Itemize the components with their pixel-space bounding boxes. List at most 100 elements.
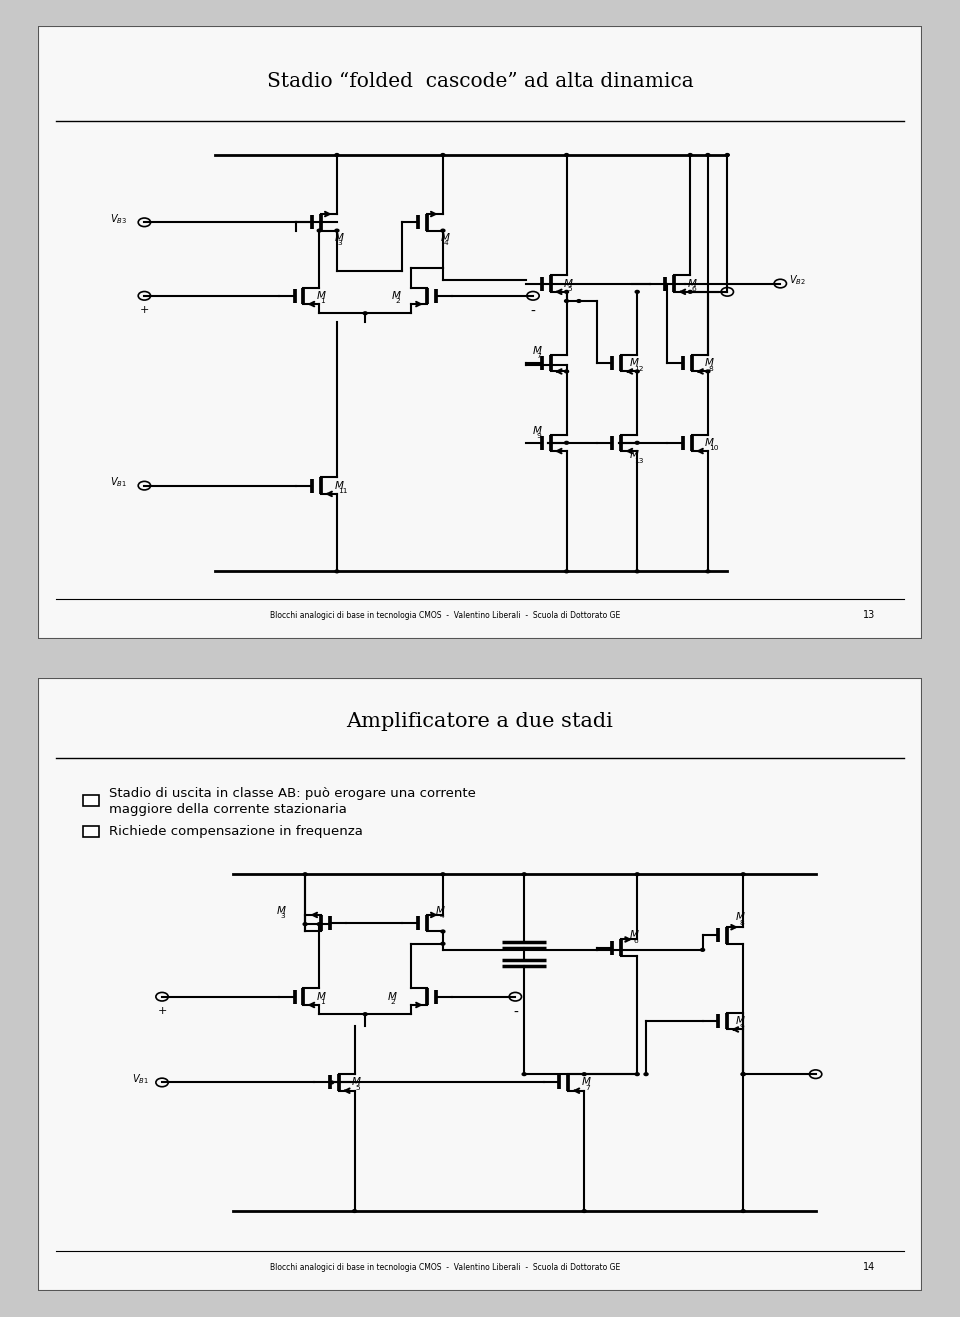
Text: M: M <box>533 346 542 356</box>
Text: $V_{B3}$: $V_{B3}$ <box>109 212 127 227</box>
Circle shape <box>701 948 705 951</box>
Text: 13: 13 <box>634 457 643 464</box>
Text: 13: 13 <box>862 611 875 620</box>
Circle shape <box>335 229 339 232</box>
Text: 10: 10 <box>708 445 718 452</box>
Text: Stadio “folded  cascode” ad alta dinamica: Stadio “folded cascode” ad alta dinamica <box>267 72 693 91</box>
Text: M: M <box>706 358 714 369</box>
Circle shape <box>564 154 568 157</box>
Circle shape <box>303 923 307 926</box>
Circle shape <box>564 291 568 294</box>
Circle shape <box>577 300 581 303</box>
Text: M: M <box>630 931 639 940</box>
Text: Stadio di uscita in classe AB: può erogare una corrente: Stadio di uscita in classe AB: può eroga… <box>109 786 476 799</box>
Text: M: M <box>736 913 745 922</box>
Text: 7: 7 <box>586 1085 590 1090</box>
Circle shape <box>636 873 639 876</box>
Text: Blocchi analogici di base in tecnologia CMOS  -  Valentino Liberali  -  Scuola d: Blocchi analogici di base in tecnologia … <box>270 1263 620 1272</box>
Circle shape <box>352 1210 356 1213</box>
Text: M: M <box>436 906 444 915</box>
Text: 3: 3 <box>338 240 343 246</box>
Text: 3: 3 <box>280 914 285 919</box>
Circle shape <box>636 570 639 573</box>
Text: M: M <box>564 279 573 288</box>
Text: 4: 4 <box>440 914 444 919</box>
Circle shape <box>726 154 730 157</box>
Circle shape <box>644 1073 648 1076</box>
Text: M: M <box>687 279 697 288</box>
Text: $V_{B2}$: $V_{B2}$ <box>789 274 806 287</box>
Text: M: M <box>630 450 639 460</box>
Text: +: + <box>157 1006 167 1015</box>
Circle shape <box>522 873 526 876</box>
Circle shape <box>441 154 444 157</box>
Text: Richiede compensazione in frequenza: Richiede compensazione in frequenza <box>109 824 363 838</box>
Circle shape <box>706 154 709 157</box>
Text: 14: 14 <box>862 1263 875 1272</box>
Circle shape <box>706 570 709 573</box>
Circle shape <box>303 873 307 876</box>
Text: 8: 8 <box>708 366 713 371</box>
Text: $V_{B1}$: $V_{B1}$ <box>132 1072 149 1087</box>
Circle shape <box>441 873 444 876</box>
Text: 12: 12 <box>634 366 643 371</box>
Text: M: M <box>392 291 400 300</box>
Circle shape <box>363 1013 367 1015</box>
Text: M: M <box>387 992 396 1002</box>
Text: Amplificatore a due stadi: Amplificatore a due stadi <box>347 711 613 731</box>
Circle shape <box>636 1073 639 1076</box>
Circle shape <box>564 370 568 373</box>
Text: 1: 1 <box>321 299 325 304</box>
Text: 6: 6 <box>634 938 638 944</box>
Circle shape <box>741 1210 745 1213</box>
Text: 9: 9 <box>740 1023 745 1030</box>
Circle shape <box>335 154 339 157</box>
Circle shape <box>636 370 639 373</box>
Circle shape <box>441 943 444 946</box>
Circle shape <box>636 441 639 444</box>
Circle shape <box>688 291 692 294</box>
Text: +: + <box>140 306 149 315</box>
Circle shape <box>363 312 367 315</box>
Circle shape <box>317 923 322 926</box>
Text: 6: 6 <box>691 286 696 292</box>
Circle shape <box>564 300 568 303</box>
Bar <box>84 826 99 836</box>
Text: Blocchi analogici di base in tecnologia CMOS  -  Valentino Liberali  -  Scuola d: Blocchi analogici di base in tecnologia … <box>270 611 620 620</box>
Text: 2: 2 <box>391 1000 396 1005</box>
Text: M: M <box>582 1077 590 1088</box>
Circle shape <box>741 1073 745 1076</box>
Text: 5: 5 <box>355 1085 360 1090</box>
Text: 8: 8 <box>740 919 745 926</box>
Text: M: M <box>317 291 325 300</box>
Circle shape <box>564 570 568 573</box>
Circle shape <box>688 154 692 157</box>
Text: M: M <box>334 233 344 242</box>
Text: 1: 1 <box>321 1000 325 1005</box>
Circle shape <box>441 229 444 232</box>
Text: M: M <box>441 233 449 242</box>
Text: M: M <box>630 358 639 369</box>
Text: M: M <box>706 437 714 448</box>
Circle shape <box>741 873 745 876</box>
Text: M: M <box>276 906 286 915</box>
Circle shape <box>564 441 568 444</box>
Text: M: M <box>533 425 542 436</box>
Text: $V_{B1}$: $V_{B1}$ <box>109 475 127 490</box>
Text: 7: 7 <box>537 353 541 360</box>
Circle shape <box>582 1210 587 1213</box>
Circle shape <box>329 1081 334 1084</box>
Circle shape <box>522 1073 526 1076</box>
Text: -: - <box>513 1006 517 1019</box>
Text: 9: 9 <box>537 433 541 439</box>
Text: 11: 11 <box>338 489 348 494</box>
Text: M: M <box>736 1017 745 1026</box>
Text: M: M <box>317 992 325 1002</box>
Text: 5: 5 <box>567 286 572 292</box>
Text: M: M <box>334 481 344 491</box>
Text: 2: 2 <box>396 299 400 304</box>
Circle shape <box>741 1073 745 1076</box>
Bar <box>84 795 99 806</box>
Text: 4: 4 <box>444 240 448 246</box>
Circle shape <box>317 229 322 232</box>
